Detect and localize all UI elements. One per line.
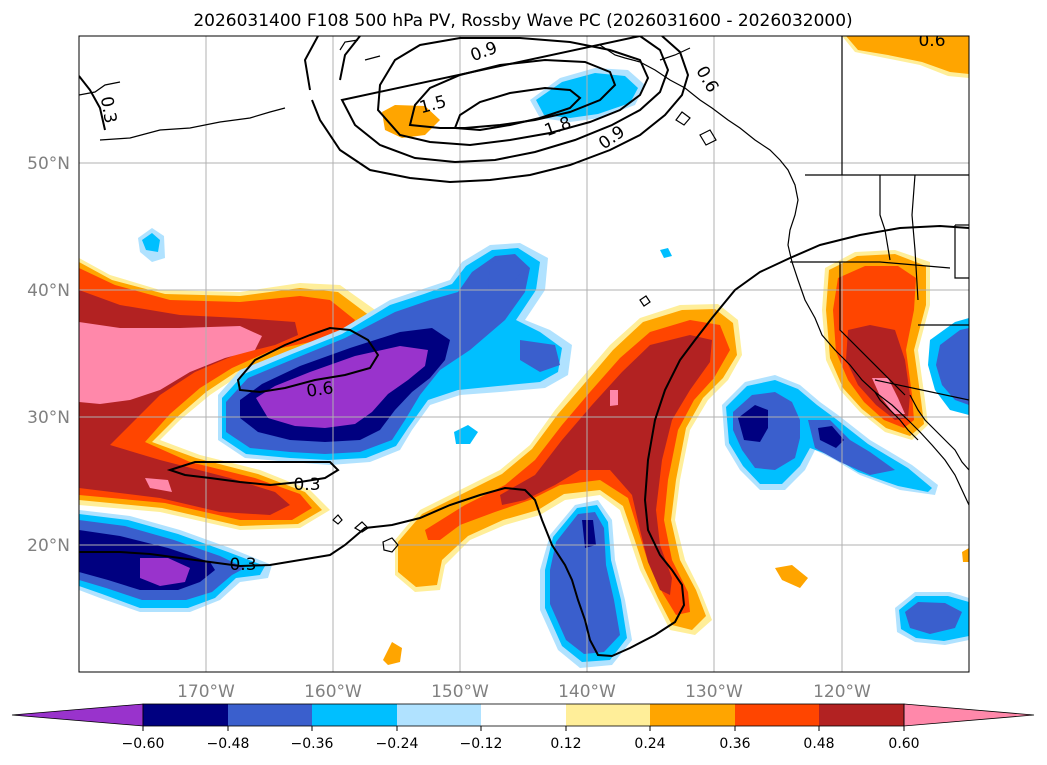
contour-label-0.3-northwest: 0.3: [96, 95, 120, 125]
lat-label-30n: 30°N: [27, 408, 70, 428]
pv-contour-lines: [79, 36, 969, 658]
lon-label-150w: 150°W: [431, 682, 489, 702]
colorbar-tick-label: −0.24: [376, 736, 419, 752]
colorbar-bin: [228, 704, 312, 726]
lat-label-40n: 40°N: [27, 281, 70, 301]
lon-label-160w: 160°W: [304, 682, 362, 702]
latitude-labels: 50°N 40°N 30°N 20°N: [27, 154, 70, 556]
colorbar-tick-label: −0.36: [291, 736, 334, 752]
colorbar-bin: [312, 704, 397, 726]
colorbar-tick-label: −0.60: [122, 736, 165, 752]
figure-title: 2026031400 F108 500 hPa PV, Rossby Wave …: [193, 11, 852, 31]
contour-label-0.3-west: 0.3: [293, 475, 320, 495]
colorbar-bin: [481, 704, 566, 726]
colorbar-tick-label: 0.12: [550, 736, 581, 752]
contour-1.8: [408, 58, 617, 129]
colorbar-extend-right: [903, 703, 1035, 727]
contour-label-0.6-west: 0.6: [305, 378, 335, 402]
contour-0.3-west: [166, 461, 340, 487]
colorbar-tick-label: −0.48: [207, 736, 250, 752]
colorbar-bin: [566, 704, 650, 726]
lon-label-170w: 170°W: [177, 682, 235, 702]
colorbar: −0.60 −0.48 −0.36 −0.24 −0.12 0.12 0.24 …: [11, 703, 1035, 752]
lat-label-20n: 20°N: [27, 536, 70, 556]
contour-0.3-east: [79, 224, 969, 658]
colorbar-tick-label: 0.24: [634, 736, 665, 752]
contour-label-0.3-southwest: 0.3: [229, 555, 256, 575]
map-panel: 0.9 1.5 1.8 0.9 0.3 0.6 0.3 0.3 0.6 0.6: [79, 31, 969, 672]
lon-label-140w: 140°W: [558, 682, 616, 702]
colorbar-tick-label: 0.60: [888, 736, 919, 752]
colorbar-tick-label: 0.48: [803, 736, 834, 752]
contour-0.6-west: [236, 326, 380, 394]
pv-filled-contours: [79, 36, 969, 668]
contour-1.2: [339, 36, 670, 164]
coastlines: [79, 36, 969, 553]
lon-label-130w: 130°W: [685, 682, 743, 702]
map-frame: [78, 35, 970, 673]
contour-2.1: [453, 86, 582, 132]
colorbar-extend-left: [11, 703, 144, 727]
colorbar-tick-label: −0.12: [460, 736, 503, 752]
contour-0.3-northwest: [79, 75, 106, 131]
colorbar-bin: [397, 704, 481, 726]
colorbar-tick-label: 0.36: [719, 736, 750, 752]
colorbar-bin: [819, 704, 904, 726]
contour-1.5: [376, 37, 650, 147]
longitude-labels: 170°W 160°W 150°W 140°W 130°W 120°W: [177, 682, 871, 702]
contour-label-0.6-northeast: 0.6: [918, 31, 945, 51]
colorbar-bin: [143, 704, 228, 726]
contour-0.9-outer: [303, 36, 690, 184]
lat-label-50n: 50°N: [27, 154, 70, 174]
lon-label-120w: 120°W: [813, 682, 871, 702]
colorbar-bin: [735, 704, 819, 726]
colorbar-bin: [650, 704, 735, 726]
